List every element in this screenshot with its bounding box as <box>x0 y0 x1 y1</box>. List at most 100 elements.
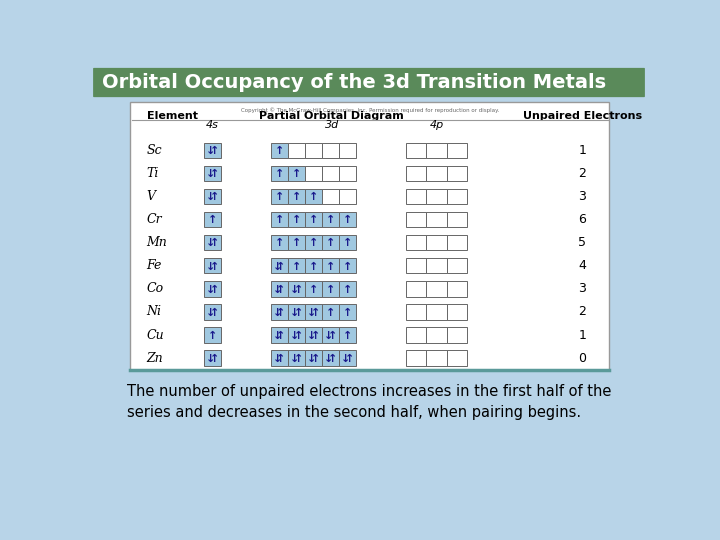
Bar <box>339 327 356 343</box>
Bar <box>406 212 426 227</box>
Bar <box>426 258 446 273</box>
Text: ↓: ↓ <box>206 146 215 156</box>
Text: ↓: ↓ <box>272 308 282 318</box>
Text: ↑: ↑ <box>308 239 318 248</box>
Text: ↓: ↓ <box>289 331 299 341</box>
Text: ↓: ↓ <box>206 169 215 179</box>
Bar <box>305 189 322 204</box>
Bar <box>426 212 446 227</box>
Bar <box>426 281 446 296</box>
Text: ↑: ↑ <box>325 239 335 248</box>
Bar <box>271 304 287 320</box>
Text: ↑: ↑ <box>276 308 286 318</box>
Text: ↓: ↓ <box>341 354 350 364</box>
Bar <box>322 258 339 273</box>
Bar <box>271 212 287 227</box>
Bar <box>287 166 305 181</box>
Bar <box>339 189 356 204</box>
Text: ↑: ↑ <box>292 215 301 225</box>
Bar <box>287 281 305 296</box>
Bar <box>406 258 426 273</box>
Text: ↑: ↑ <box>210 192 219 202</box>
Text: ↑: ↑ <box>276 285 286 295</box>
Text: 3: 3 <box>578 282 586 295</box>
Bar <box>426 143 446 158</box>
Text: ↓: ↓ <box>272 331 282 341</box>
Bar <box>271 189 287 204</box>
Bar <box>322 235 339 251</box>
Text: 4s: 4s <box>206 120 219 130</box>
Text: ↓: ↓ <box>289 354 299 364</box>
Text: Cr: Cr <box>147 213 162 226</box>
Bar <box>446 143 467 158</box>
Bar <box>446 304 467 320</box>
Bar <box>406 327 426 343</box>
Text: Ti: Ti <box>147 167 159 180</box>
Bar <box>339 281 356 296</box>
Bar <box>305 143 322 158</box>
Text: ↑: ↑ <box>310 354 320 364</box>
Bar <box>322 189 339 204</box>
Text: ↓: ↓ <box>323 331 333 341</box>
Bar <box>426 235 446 251</box>
Bar <box>426 189 446 204</box>
Text: ↑: ↑ <box>325 285 335 295</box>
Bar <box>305 281 322 296</box>
Bar <box>406 189 426 204</box>
Bar <box>204 143 221 158</box>
Bar <box>322 212 339 227</box>
Text: ↓: ↓ <box>289 285 299 295</box>
Bar <box>271 281 287 296</box>
Text: ↑: ↑ <box>325 261 335 272</box>
Text: ↑: ↑ <box>276 354 286 364</box>
Bar <box>271 350 287 366</box>
Bar <box>446 166 467 181</box>
Bar <box>322 281 339 296</box>
Bar <box>271 235 287 251</box>
Bar <box>339 235 356 251</box>
Text: 1: 1 <box>578 328 586 342</box>
Bar <box>322 166 339 181</box>
Text: ↑: ↑ <box>310 308 320 318</box>
Bar <box>446 327 467 343</box>
Text: ↑: ↑ <box>292 169 301 179</box>
Text: ↑: ↑ <box>308 215 318 225</box>
Bar <box>339 304 356 320</box>
Text: ↑: ↑ <box>274 239 284 248</box>
Bar <box>305 212 322 227</box>
Text: ↑: ↑ <box>294 285 303 295</box>
Text: ↓: ↓ <box>307 308 316 318</box>
Text: Unpaired Electrons: Unpaired Electrons <box>523 111 642 120</box>
Bar <box>406 281 426 296</box>
Bar <box>204 304 221 320</box>
Text: ↑: ↑ <box>210 261 219 272</box>
Text: ↓: ↓ <box>206 261 215 272</box>
Text: ↑: ↑ <box>343 215 352 225</box>
Bar <box>204 327 221 343</box>
Text: Mn: Mn <box>147 236 167 249</box>
Bar <box>339 258 356 273</box>
Text: ↑: ↑ <box>310 331 320 341</box>
Bar <box>339 166 356 181</box>
Text: ↑: ↑ <box>325 215 335 225</box>
Text: ↑: ↑ <box>328 331 337 341</box>
Bar <box>446 281 467 296</box>
Bar <box>426 166 446 181</box>
Bar <box>322 350 339 366</box>
Text: ↑: ↑ <box>210 239 219 248</box>
Bar <box>287 304 305 320</box>
Text: ↑: ↑ <box>345 354 354 364</box>
Bar <box>271 143 287 158</box>
Text: ↓: ↓ <box>323 354 333 364</box>
Bar <box>204 235 221 251</box>
Bar <box>339 143 356 158</box>
Text: ↑: ↑ <box>292 261 301 272</box>
Bar <box>426 327 446 343</box>
Bar <box>305 304 322 320</box>
Text: Copyright © The McGraw-Hill Companies, Inc. Permission required for reproduction: Copyright © The McGraw-Hill Companies, I… <box>240 107 499 113</box>
Bar <box>426 304 446 320</box>
Bar <box>204 189 221 204</box>
Text: The number of unpaired electrons increases in the first half of the
series and d: The number of unpaired electrons increas… <box>127 383 611 420</box>
Text: ↓: ↓ <box>206 354 215 364</box>
Bar <box>204 350 221 366</box>
